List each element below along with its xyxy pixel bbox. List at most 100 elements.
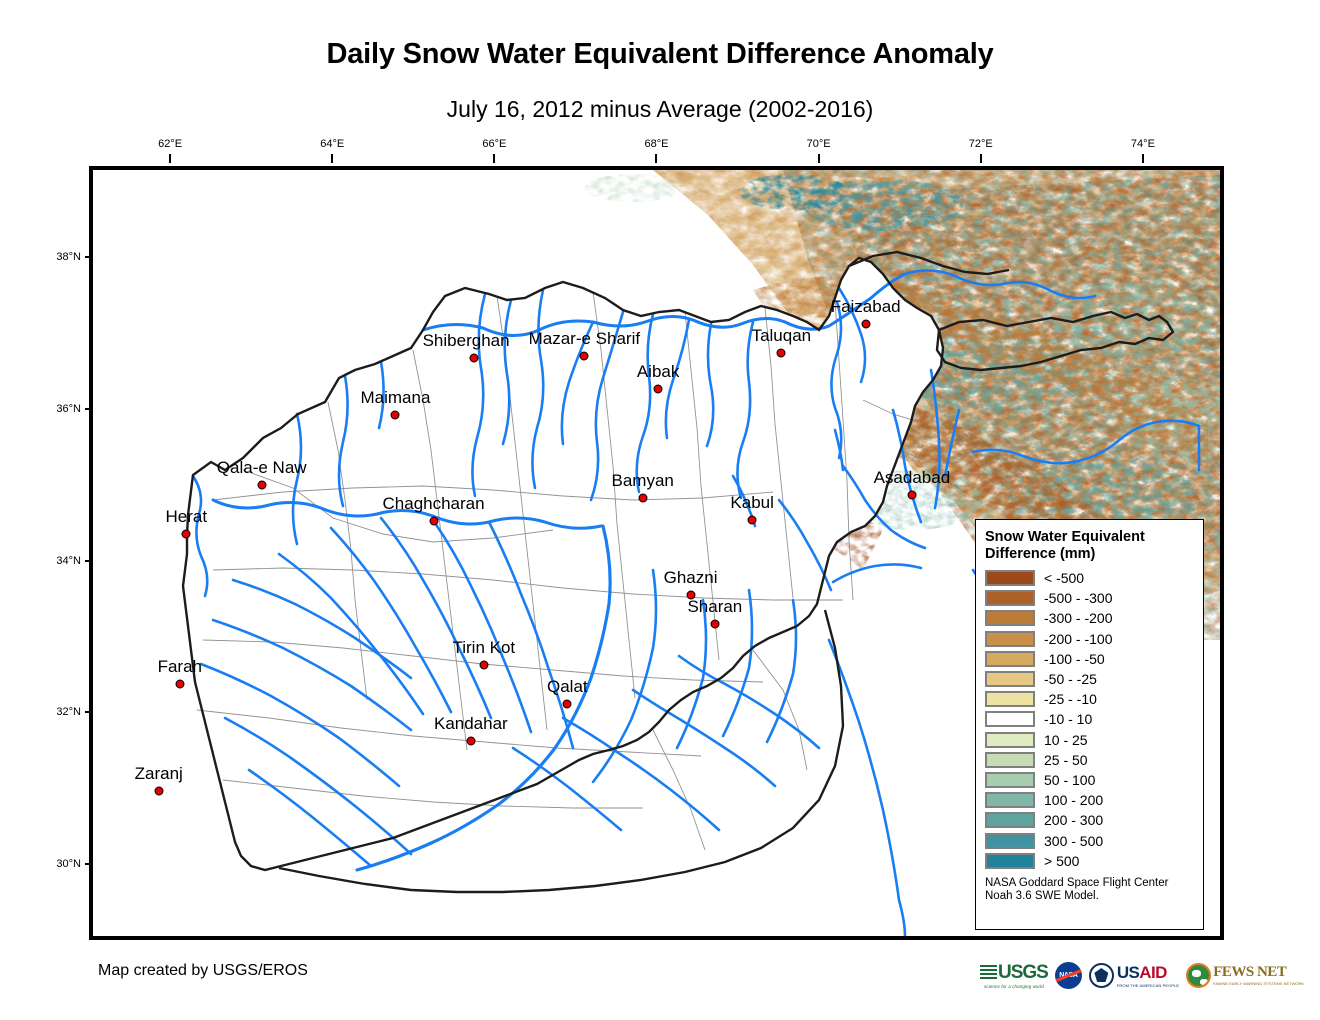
legend-label: > 500: [1044, 852, 1080, 869]
legend-label: -100 - -50: [1044, 650, 1105, 667]
country-boundary: [181, 250, 1175, 894]
legend-row: -200 - -100: [985, 629, 1195, 649]
tick-mark: [331, 154, 334, 163]
city-dot-icon: [907, 490, 917, 500]
usgs-logo-text: USGS: [998, 961, 1049, 983]
map-credit: Map created by USGS/EROS: [98, 962, 308, 979]
legend-title-line2: Difference (mm): [985, 546, 1096, 562]
city-dot-icon: [653, 384, 663, 394]
city-dot-icon: [257, 480, 267, 490]
country-fill-south: [251, 582, 829, 876]
usaid-logo-text-us: US: [1116, 962, 1140, 982]
legend-row: 200 - 300: [985, 810, 1195, 830]
city-label: Tirin Kot: [452, 638, 516, 658]
city-dot-icon: [579, 351, 589, 361]
legend-swatch: [985, 771, 1035, 788]
city-dot-icon: [776, 348, 786, 358]
legend-row: -25 - -10: [985, 689, 1195, 709]
legend-swatch: [985, 671, 1035, 688]
city-label: Bamyan: [611, 471, 674, 491]
map-canvas[interactable]: [93, 170, 1220, 936]
fews-globe-icon: [1186, 962, 1212, 988]
city-label: Maimana: [360, 387, 431, 407]
city-label: Qala-e Naw: [216, 458, 307, 478]
city-dot-icon: [181, 529, 191, 539]
latitude-tick-34°N: 34°N: [41, 555, 95, 567]
legend-row: -100 - -50: [985, 649, 1195, 669]
legend-label: 200 - 300: [1044, 812, 1104, 829]
city-label: Herat: [165, 507, 208, 527]
city-label: Faizabad: [830, 296, 901, 316]
longitude-tick-74°E: 74°E: [1131, 138, 1155, 163]
legend-label: -300 - -200: [1044, 610, 1113, 627]
legend-row: 10 - 25: [985, 730, 1195, 750]
legend-label: -25 - -10: [1044, 691, 1097, 708]
legend-swatch: [985, 570, 1035, 587]
legend-row: 25 - 50: [985, 750, 1195, 770]
legend-row: < -500: [985, 568, 1195, 588]
map-legend[interactable]: Snow Water Equivalent Difference (mm) < …: [975, 519, 1204, 930]
tick-mark: [979, 154, 982, 163]
legend-swatch: [985, 731, 1035, 748]
rivers-layer: [191, 269, 1201, 936]
legend-swatch: [985, 852, 1035, 869]
latitude-tick-36°N: 36°N: [41, 403, 95, 415]
city-dot-icon: [479, 660, 489, 670]
city-label: Ghazni: [663, 567, 718, 587]
city-dot-icon: [747, 515, 757, 525]
city-dot-icon: [175, 679, 185, 689]
usaid-logo-tagline: FROM THE AMERICAN PEOPLE: [1116, 982, 1180, 988]
legend-label: 25 - 50: [1044, 751, 1088, 768]
legend-row: > 500: [985, 851, 1195, 871]
city-dot-icon: [154, 786, 164, 796]
legend-swatch: [985, 711, 1035, 728]
fews-net-logo-text: FEWS NET: [1213, 964, 1287, 980]
city-label: Mazar-e Sharif: [528, 328, 641, 348]
tick-mark: [493, 154, 496, 163]
longitude-tick-66°E: 66°E: [482, 138, 506, 163]
legend-swatch: [985, 650, 1035, 667]
city-label: Zaranj: [134, 764, 183, 784]
city-label: Kabul: [730, 493, 774, 513]
tick-mark: [1141, 154, 1144, 163]
legend-title: Snow Water Equivalent Difference (mm): [985, 529, 1195, 563]
usaid-logo-text-aid: AID: [1139, 962, 1167, 982]
legend-swatch: [985, 832, 1035, 849]
longitude-tick-62°E: 62°E: [158, 138, 182, 163]
legend-credit: NASA Goddard Space Flight Center Noah 3.…: [985, 877, 1195, 904]
usgs-logo-tagline: science for a changing world: [984, 983, 1044, 989]
legend-label: 10 - 25: [1044, 731, 1088, 748]
legend-swatch: [985, 691, 1035, 708]
map-frame[interactable]: [89, 166, 1224, 940]
longitude-tick-68°E: 68°E: [645, 138, 668, 163]
legend-credit-line2: Noah 3.6 SWE Model.: [985, 890, 1099, 903]
usgs-logo: USGS science for a changing world: [980, 960, 1049, 990]
legend-swatch: [985, 630, 1035, 647]
tick-mark: [817, 154, 820, 163]
legend-swatch: [985, 590, 1035, 607]
legend-row: 100 - 200: [985, 790, 1195, 810]
usaid-seal-icon: [1088, 962, 1114, 988]
page-subtitle: July 16, 2012 minus Average (2002-2016): [446, 96, 874, 122]
legend-row: 300 - 500: [985, 830, 1195, 850]
legend-row: 50 - 100: [985, 770, 1195, 790]
city-label: Taluqan: [751, 326, 812, 346]
legend-swatch: [985, 751, 1035, 768]
longitude-tick-72°E: 72°E: [969, 138, 993, 163]
legend-label: -10 - 10: [1044, 711, 1093, 728]
legend-label: -50 - -25: [1044, 671, 1097, 688]
legend-label: 50 - 100: [1044, 771, 1096, 788]
city-label: Chaghcharan: [382, 494, 485, 514]
city-dot-icon: [390, 410, 400, 420]
legend-row: -500 - -300: [985, 588, 1195, 608]
page-title: Daily Snow Water Equivalent Difference A…: [326, 38, 994, 70]
nasa-logo: NASA: [1054, 960, 1082, 990]
city-dot-icon: [861, 319, 871, 329]
fews-net-logo: FEWS NET FAMINE EARLY WARNING SYSTEMS NE…: [1186, 960, 1304, 990]
legend-label: < -500: [1044, 570, 1085, 587]
city-dot-icon: [710, 619, 720, 629]
legend-row: -50 - -25: [985, 669, 1195, 689]
city-label: Sharan: [687, 596, 743, 616]
legend-label: -500 - -300: [1044, 590, 1113, 607]
usaid-shield-icon: [1094, 968, 1109, 982]
